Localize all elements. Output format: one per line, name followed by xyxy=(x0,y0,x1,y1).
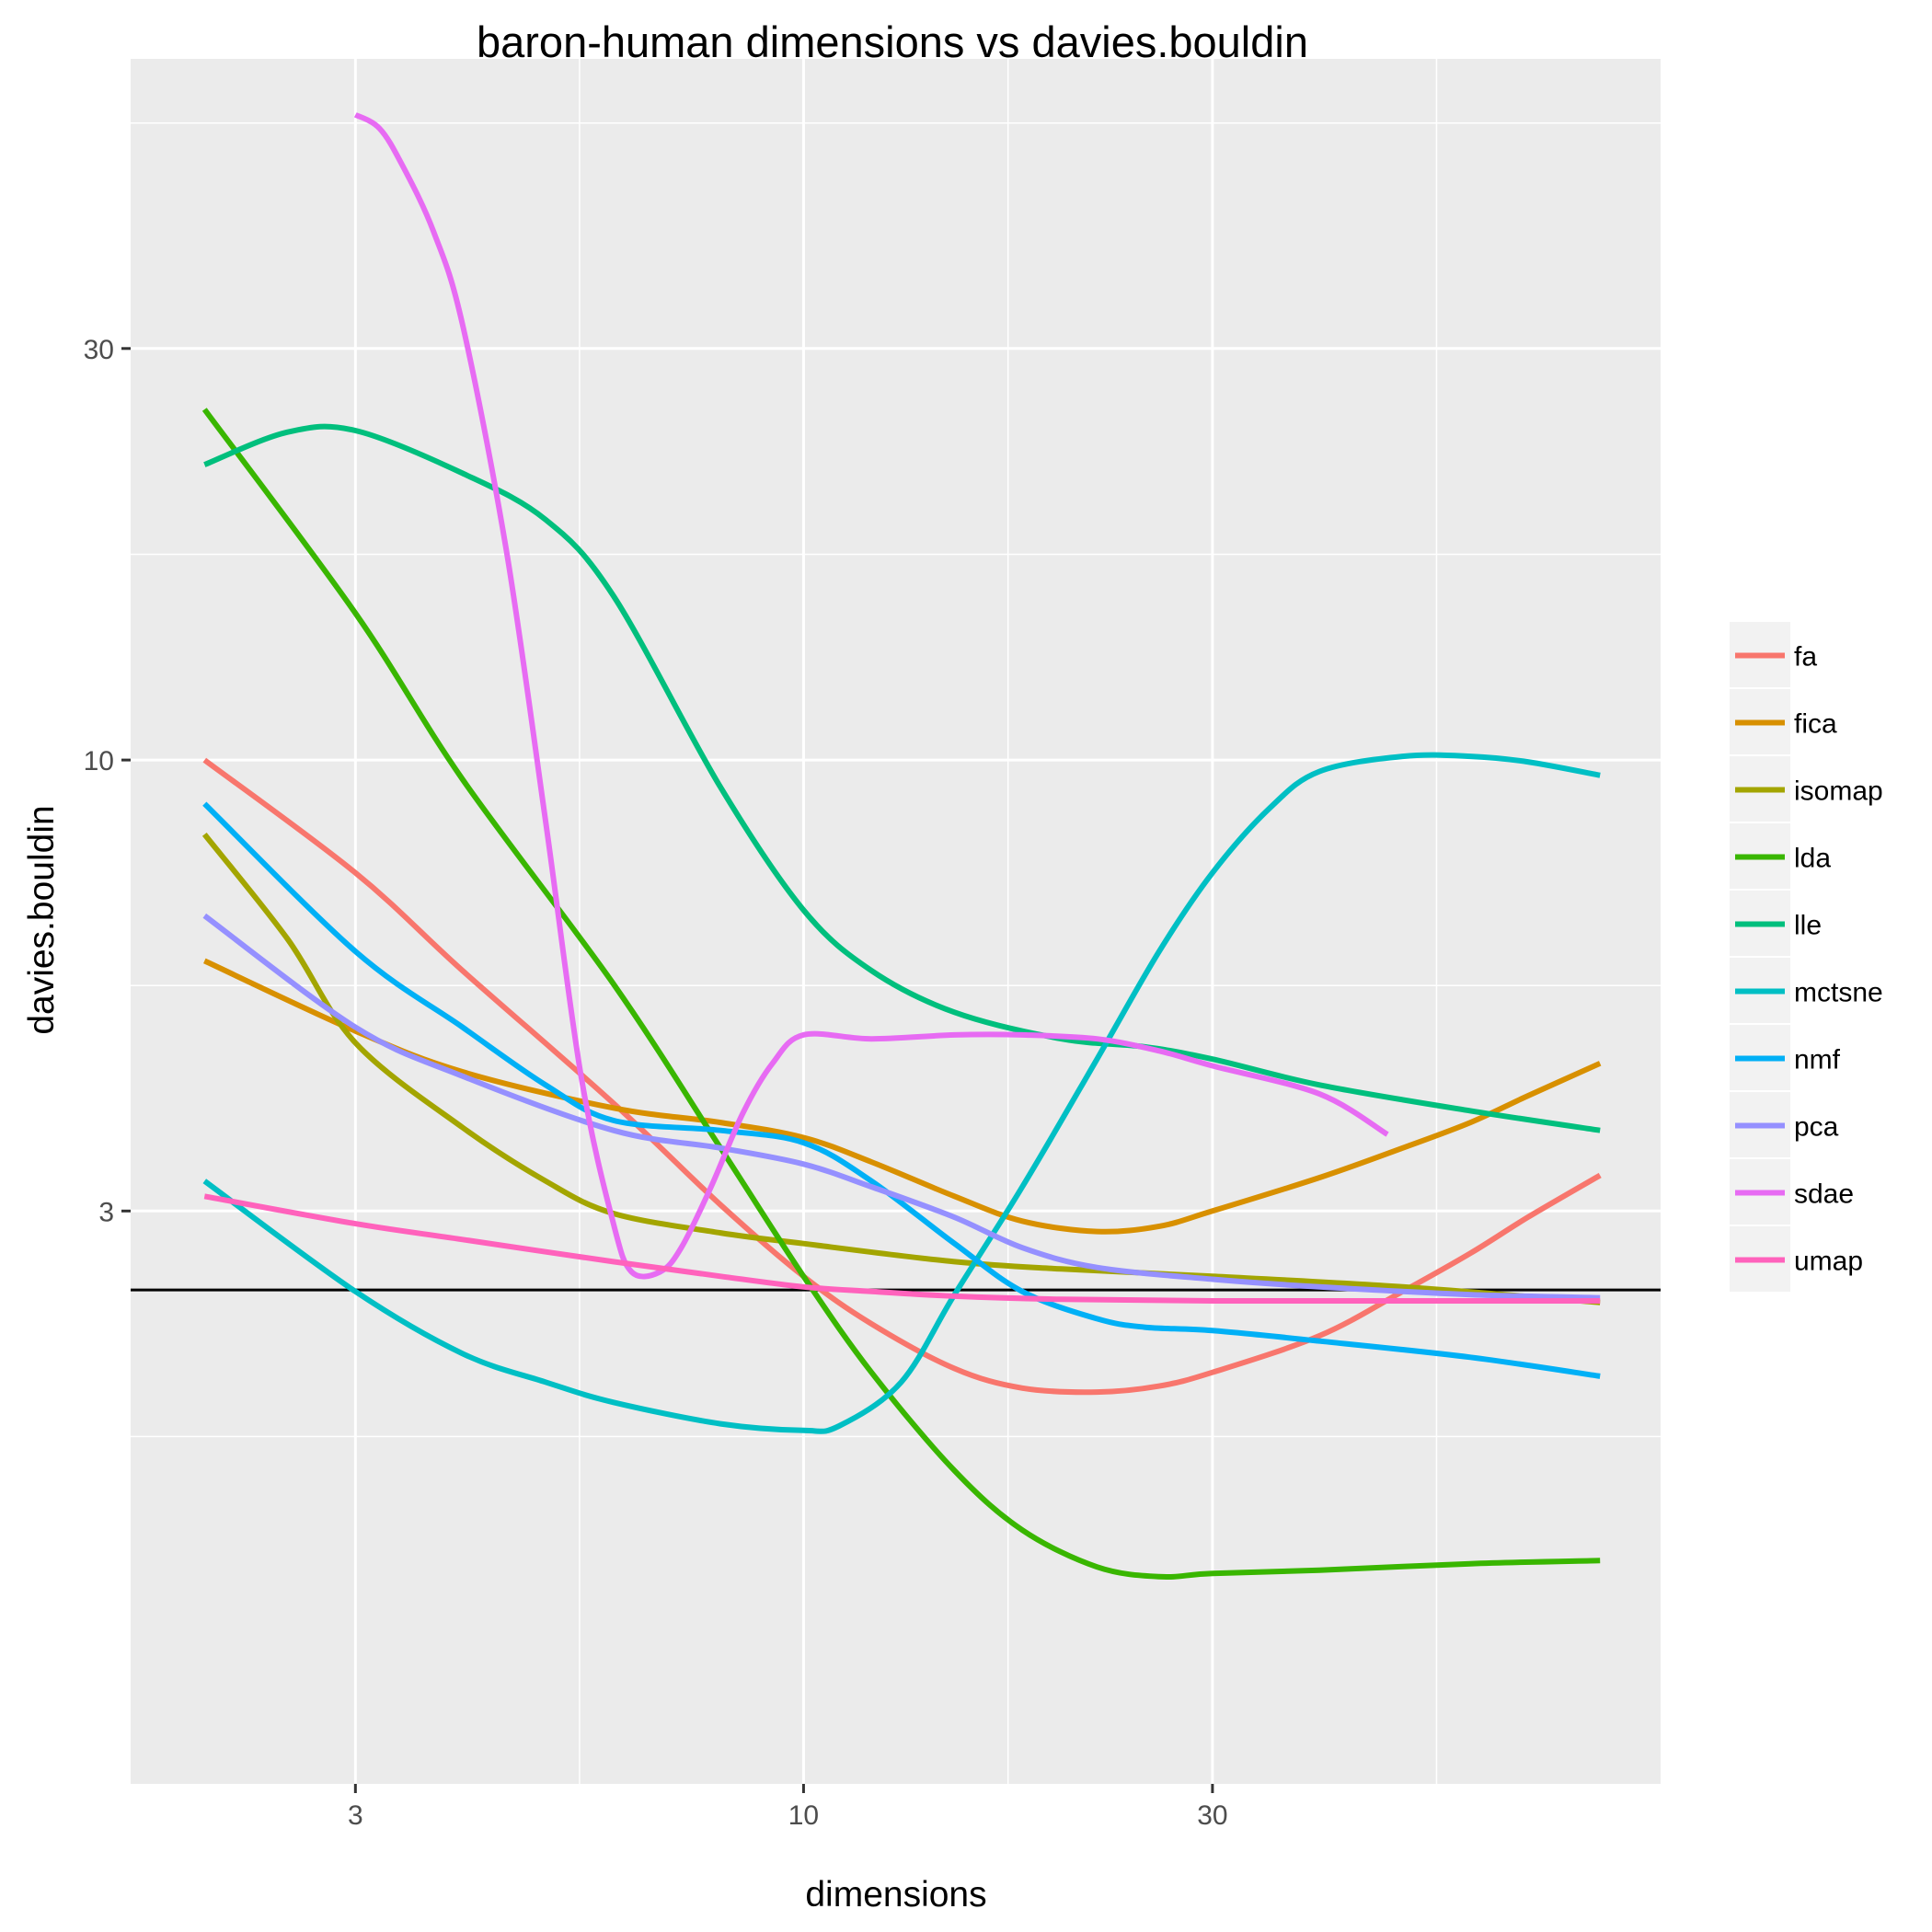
legend-label-fica: fica xyxy=(1794,709,1837,740)
x-tick-label: 3 xyxy=(348,1800,363,1831)
legend-label-sdae: sdae xyxy=(1794,1179,1854,1210)
legend-label-lda: lda xyxy=(1794,844,1831,874)
y-tick-label: 10 xyxy=(84,746,114,776)
legend: fa fica isomap lda lle mctsne nmf pca sdae umap xyxy=(1730,622,1883,1292)
series-line-pca xyxy=(202,913,1601,1301)
legend-label-pca: pca xyxy=(1794,1112,1839,1143)
y-tick-label: 30 xyxy=(84,335,114,365)
series-line-sdae xyxy=(353,111,1389,1280)
legend-label-fa: fa xyxy=(1794,642,1817,673)
legend-label-umap: umap xyxy=(1794,1247,1863,1277)
chart-title: baron-human dimensions vs davies.bouldin xyxy=(477,17,1308,66)
series-line-lda xyxy=(201,408,1601,1581)
series-layer xyxy=(201,111,1602,1581)
x-axis-title: dimensions xyxy=(805,1875,986,1915)
grid-major xyxy=(131,59,1661,1784)
series-line-isomap xyxy=(201,833,1601,1305)
plot-background xyxy=(131,59,1661,1784)
series-line-umap xyxy=(203,1193,1601,1305)
x-tick-label: 30 xyxy=(1197,1800,1227,1831)
series-line-lle xyxy=(203,423,1601,1133)
series-line-fica xyxy=(203,958,1602,1235)
y-axis-title: davies.bouldin xyxy=(22,805,62,1034)
y-axis: 3 10 30 xyxy=(84,335,131,1227)
legend-label-nmf: nmf xyxy=(1794,1045,1841,1075)
legend-label-isomap: isomap xyxy=(1794,776,1883,807)
y-tick-label: 3 xyxy=(98,1197,114,1227)
grid-minor xyxy=(131,59,1661,1784)
legend-label-mctsne: mctsne xyxy=(1794,978,1883,1008)
legend-label-lle: lle xyxy=(1794,911,1822,941)
x-axis: 3 10 30 xyxy=(348,1784,1228,1831)
x-tick-label: 10 xyxy=(788,1800,819,1831)
plot-area xyxy=(131,59,1661,1784)
series-line-mctsne xyxy=(202,752,1601,1434)
